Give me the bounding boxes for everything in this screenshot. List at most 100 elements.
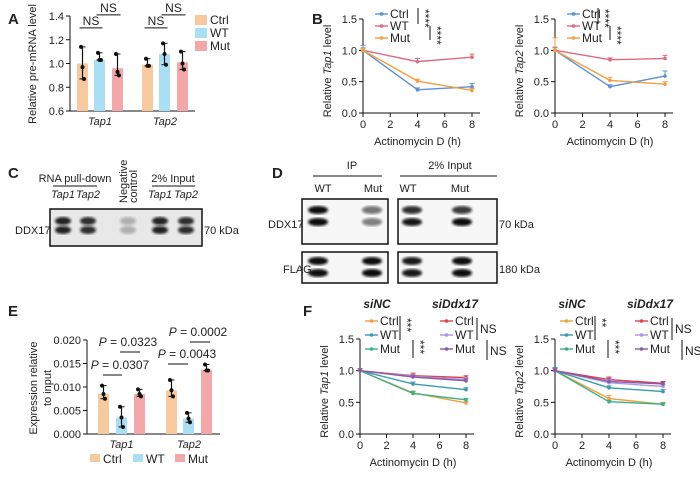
legend-label: WT	[650, 328, 669, 342]
legend-label: WT	[390, 19, 409, 33]
legend-label: Ctrl	[390, 7, 409, 21]
lane-label: Tap1	[148, 189, 172, 201]
bar-wt	[159, 54, 170, 111]
legend-label: Ctrl	[575, 314, 594, 328]
y-tick-label: 1.5	[339, 334, 354, 346]
legend-label: Mut	[575, 342, 596, 356]
panel-label: F	[303, 303, 312, 320]
data-point	[415, 79, 420, 83]
bar-wt	[183, 418, 194, 434]
group-label: siNC	[558, 297, 586, 311]
data-point	[470, 88, 474, 93]
data-point	[464, 401, 468, 405]
legend-marker	[379, 36, 384, 40]
band	[55, 226, 71, 234]
y-tick-label: 0.5	[534, 77, 549, 89]
legend-label: Ctrl	[455, 314, 474, 328]
band	[308, 218, 328, 226]
legend-marker	[369, 347, 374, 351]
equals: =	[166, 347, 180, 361]
y-tick-label: 1.0	[49, 59, 64, 71]
equals: =	[177, 325, 191, 339]
y-axis-label: Relative Tap1 level	[319, 345, 331, 438]
data-point	[182, 67, 186, 72]
significance-stars: ***	[608, 340, 622, 354]
data-point	[203, 362, 207, 367]
data-point	[607, 396, 611, 401]
y-label-part: Relative	[322, 74, 334, 117]
data-point	[188, 420, 192, 425]
legend-marker	[639, 347, 644, 351]
group-label: siNC	[363, 297, 391, 311]
legend-label: WT	[146, 452, 165, 466]
data-point	[206, 368, 210, 373]
y-tick-label: 1.4	[49, 11, 64, 23]
data-point	[115, 69, 120, 74]
x-tick-label: 6	[634, 119, 640, 131]
legend-swatch	[195, 28, 207, 38]
band	[308, 257, 328, 265]
p-value-label: P = 0.0307	[91, 358, 150, 372]
legend-label: Mut	[380, 342, 401, 356]
y-tick-label: 1.0	[534, 45, 549, 57]
legend-marker	[379, 24, 384, 28]
x-tick-label: 6	[633, 440, 639, 452]
p-value: 0.0043	[180, 347, 217, 361]
significance-stars: **	[595, 318, 609, 328]
group-label: siDdx17	[627, 297, 674, 311]
band	[362, 269, 382, 277]
data-point	[464, 387, 468, 392]
x-tick-label: 0	[552, 119, 558, 131]
data-point	[607, 399, 611, 404]
bar-ctrl	[142, 64, 153, 111]
y-tick-label: 0.020	[53, 335, 81, 347]
data-point	[411, 391, 415, 396]
group-label: siDdx17	[432, 297, 479, 311]
y-tick-label: 1.5	[534, 334, 549, 346]
data-point	[411, 375, 415, 379]
data-point	[661, 402, 665, 407]
data-point	[663, 82, 667, 86]
blot-membrane	[397, 251, 498, 284]
data-point	[464, 398, 468, 402]
y-label-part: level	[514, 25, 526, 51]
data-point	[101, 392, 106, 397]
lane-group-label: RNA pull-down	[39, 173, 112, 185]
y-tick-label: 0.0	[342, 108, 357, 120]
band	[55, 217, 71, 225]
data-point	[180, 61, 185, 66]
band	[178, 226, 194, 234]
data-point	[185, 410, 189, 415]
data-point	[470, 84, 474, 89]
legend-label: Ctrl	[380, 314, 399, 328]
data-point	[82, 76, 86, 81]
x-tick-label: 4	[607, 119, 613, 131]
y-axis-label: Relative Tap1 level	[322, 25, 334, 118]
significance-stars: ****	[610, 26, 624, 45]
lane-label: control	[128, 170, 140, 203]
y-tick-label: 0.5	[339, 397, 354, 409]
legend-label: Ctrl	[582, 7, 601, 21]
y-tick-label: 0.005	[53, 406, 81, 418]
legend-marker	[444, 347, 449, 351]
legend-label: Mut	[582, 31, 603, 45]
y-tick-label: 0.0	[534, 108, 549, 120]
data-point	[470, 55, 474, 60]
y-tick-label: 0.015	[53, 359, 81, 371]
legend-swatch	[90, 454, 100, 462]
lane-label: Mut	[451, 183, 469, 195]
band	[178, 217, 194, 225]
p-symbol: P	[91, 358, 99, 372]
data-point	[99, 57, 103, 62]
lane-label: Negative	[118, 160, 130, 203]
band	[452, 206, 472, 214]
data-point	[464, 379, 468, 383]
data-point	[118, 404, 122, 409]
band	[80, 217, 96, 225]
band	[362, 218, 382, 226]
y-axis-label: Relative Tap2 level	[514, 345, 526, 438]
data-point	[661, 389, 665, 394]
p-value: 0.0002	[191, 325, 228, 339]
data-point	[608, 84, 612, 89]
